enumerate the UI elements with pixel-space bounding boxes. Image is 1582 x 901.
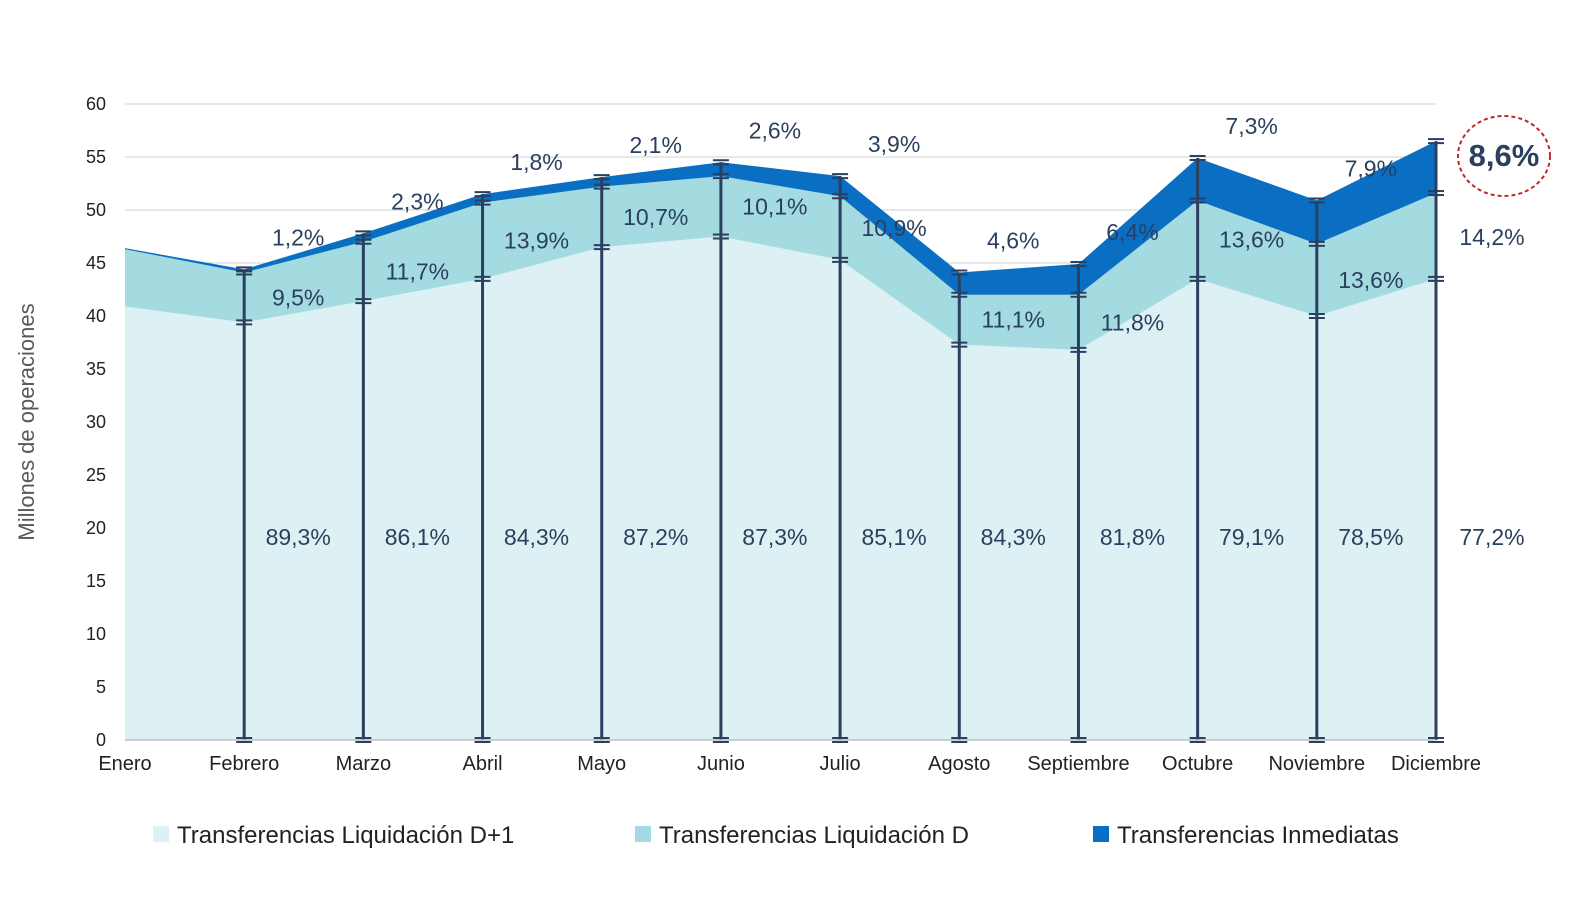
label-d1: 86,1% (385, 524, 450, 550)
label-d: 10,7% (623, 204, 688, 230)
area-transferencias-d1 (125, 236, 1436, 740)
label-d1: 85,1% (861, 524, 926, 550)
x-tick-label: Junio (697, 753, 745, 775)
label-d: 14,2% (1459, 224, 1524, 250)
label-d1: 81,8% (1100, 524, 1165, 550)
x-tick-label: Julio (820, 753, 861, 775)
legend-label: Transferencias Inmediatas (1117, 822, 1399, 849)
x-tick-label: Noviembre (1268, 753, 1365, 775)
label-d: 13,6% (1219, 227, 1284, 253)
label-inmediatas: 1,8% (510, 149, 562, 175)
y-tick-label: 10 (86, 624, 106, 644)
label-d1: 84,3% (504, 524, 569, 550)
label-inmediatas: 2,6% (749, 117, 801, 143)
y-tick-label: 20 (86, 518, 106, 538)
label-d: 13,9% (504, 228, 569, 254)
label-d: 9,5% (272, 284, 324, 310)
y-axis-title: Millones de operaciones (14, 303, 39, 540)
x-tick-label: Enero (98, 753, 151, 775)
label-inmediatas: 1,2% (272, 224, 324, 250)
y-tick-label: 25 (86, 465, 106, 485)
label-d1: 79,1% (1219, 524, 1284, 550)
y-tick-label: 30 (86, 412, 106, 432)
x-tick-label: Agosto (928, 753, 990, 775)
legend-swatch (1093, 826, 1109, 842)
label-d: 13,6% (1338, 267, 1403, 293)
x-tick-label: Mayo (577, 753, 626, 775)
label-inmediatas: 6,4% (1106, 219, 1158, 245)
x-tick-label: Febrero (209, 753, 279, 775)
y-tick-label: 5 (96, 677, 106, 697)
label-d: 11,1% (982, 307, 1046, 333)
label-d1: 87,2% (623, 524, 688, 550)
legend-label: Transferencias Liquidación D (659, 822, 969, 849)
y-tick-label: 60 (86, 94, 106, 114)
y-tick-label: 0 (96, 730, 106, 750)
y-tick-label: 15 (86, 571, 106, 591)
y-tick-label: 40 (86, 306, 106, 326)
legend-swatch (635, 826, 651, 842)
x-tick-label: Septiembre (1027, 753, 1129, 775)
x-tick-label: Octubre (1162, 753, 1233, 775)
label-d: 11,8% (1101, 309, 1165, 335)
label-d: 10,1% (742, 193, 807, 219)
axes: 0 5 10 15 20 25 30 35 40 45 50 55 60 Enero Febrero Marz… (14, 94, 1481, 775)
x-tick-label: Abril (463, 753, 503, 775)
error-bar-markers (236, 138, 1444, 743)
y-tick-label: 45 (86, 253, 106, 273)
label-inmediatas: 2,1% (630, 132, 682, 158)
data-labels: 89,3% 9,5% 1,2% 86,1% 11,7% 2,3% 84,3% 13,9% 1,8… (266, 113, 1551, 550)
label-d1: 78,5% (1338, 524, 1403, 550)
label-inmediatas-highlight: 8,6% (1469, 138, 1540, 173)
legend-swatch (153, 826, 169, 842)
highlight-ellipse (1457, 115, 1551, 197)
area-series (125, 141, 1436, 740)
legend: Transferencias Liquidación D+1 Transferen… (153, 822, 1399, 849)
label-d1: 77,2% (1459, 524, 1524, 550)
label-d: 10,9% (861, 215, 926, 241)
legend-label: Transferencias Liquidación D+1 (177, 822, 514, 849)
y-tick-label: 35 (86, 359, 106, 379)
label-inmediatas: 4,6% (987, 228, 1039, 254)
y-tick-label: 55 (86, 147, 106, 167)
label-d1: 87,3% (742, 524, 807, 550)
label-inmediatas: 7,3% (1225, 113, 1277, 139)
label-d: 11,7% (386, 258, 450, 284)
x-tick-label: Diciembre (1391, 753, 1481, 775)
label-d1: 89,3% (266, 524, 331, 550)
label-inmediatas: 3,9% (868, 131, 920, 157)
label-inmediatas: 2,3% (391, 188, 443, 214)
label-d1: 84,3% (981, 524, 1046, 550)
y-tick-label: 50 (86, 200, 106, 220)
area-transferencias-inmediatas (125, 141, 1436, 295)
label-inmediatas: 7,9% (1345, 155, 1397, 181)
x-tick-label: Marzo (336, 753, 392, 775)
area-transferencias-d (125, 176, 1436, 350)
